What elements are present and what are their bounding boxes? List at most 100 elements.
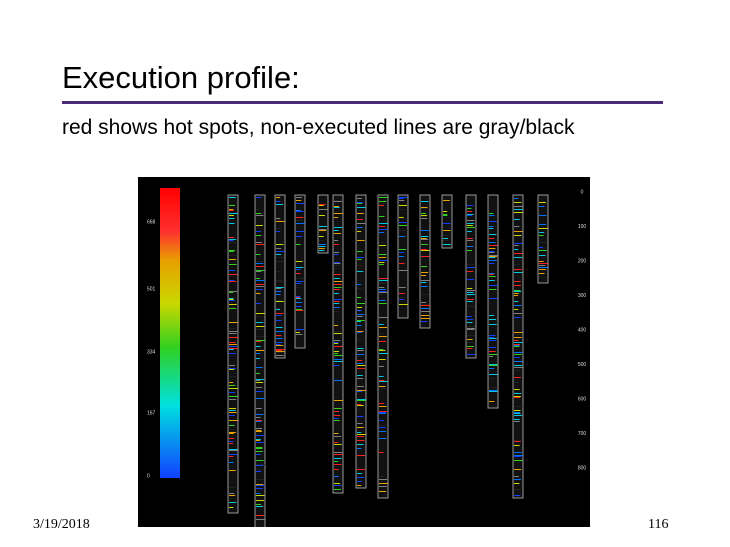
code-line (229, 281, 237, 282)
code-line (334, 281, 343, 282)
code-line (514, 249, 519, 250)
scale-label: 167 (147, 410, 156, 416)
code-line (399, 209, 405, 210)
code-line (334, 289, 340, 290)
code-line (256, 271, 262, 272)
code-line (467, 294, 475, 295)
code-line (379, 412, 387, 413)
execution-profile-image: 668 501 334 167 0 0 100 200 300 400 500 600 700 800 (138, 177, 590, 527)
file-column (419, 194, 431, 329)
code-line (489, 401, 495, 402)
code-line (256, 263, 264, 264)
code-line (229, 342, 236, 343)
code-line (357, 368, 365, 369)
code-line (357, 240, 365, 241)
file-column (465, 194, 477, 359)
code-line (276, 221, 285, 222)
code-line (399, 222, 407, 223)
code-line (467, 215, 472, 216)
code-line (379, 327, 388, 328)
code-line (489, 280, 495, 281)
code-line (276, 309, 281, 310)
code-line (514, 281, 521, 282)
code-line (379, 366, 384, 367)
code-line (334, 411, 339, 412)
code-line (276, 261, 285, 262)
code-line (357, 360, 363, 361)
code-line (276, 287, 284, 288)
code-line (357, 427, 364, 428)
code-line (276, 197, 281, 198)
slide-date: 3/19/2018 (33, 517, 90, 532)
code-line (514, 354, 522, 355)
code-line (357, 416, 364, 417)
code-line (229, 425, 235, 426)
code-line (379, 303, 387, 304)
code-line (256, 382, 264, 383)
code-line (334, 380, 343, 381)
code-line (334, 206, 339, 207)
code-line (489, 347, 497, 348)
code-line (399, 299, 404, 300)
code-line (421, 321, 428, 322)
code-line (399, 304, 408, 305)
code-line (276, 315, 282, 316)
scale-label: 0 (147, 473, 150, 479)
code-line (256, 440, 261, 441)
code-line (256, 358, 261, 359)
line-axis-label: 100 (578, 224, 587, 230)
code-line (357, 297, 362, 298)
code-line (489, 368, 495, 369)
code-line (379, 317, 388, 318)
code-line (399, 236, 406, 237)
code-line (357, 202, 364, 203)
code-line (421, 266, 428, 267)
code-line (276, 271, 282, 272)
code-line (357, 375, 363, 376)
code-line (489, 263, 495, 264)
code-line (379, 438, 387, 439)
code-line (421, 213, 427, 214)
code-line (334, 420, 340, 421)
code-line (229, 432, 237, 433)
code-line (256, 469, 264, 470)
code-line (514, 419, 520, 420)
file-column (294, 194, 306, 349)
code-line (229, 300, 236, 301)
code-line (467, 295, 472, 296)
code-line (514, 397, 521, 398)
code-line (256, 286, 264, 287)
code-line (421, 256, 430, 257)
code-line (467, 342, 475, 343)
code-line (256, 387, 263, 388)
code-line (379, 341, 386, 342)
file-column (537, 194, 549, 284)
code-line (334, 299, 342, 300)
code-line (296, 334, 303, 335)
code-line (379, 452, 384, 453)
code-line (276, 280, 283, 281)
code-line (229, 369, 235, 370)
code-line (256, 254, 261, 255)
code-line (489, 285, 498, 286)
code-line (357, 423, 363, 424)
code-line (319, 236, 324, 237)
code-line (539, 224, 547, 225)
code-line (421, 216, 427, 217)
code-line (319, 229, 327, 230)
code-line (421, 275, 427, 276)
code-line (467, 326, 476, 327)
code-line (229, 412, 237, 413)
code-line (421, 294, 430, 295)
code-line (514, 413, 521, 414)
code-line (256, 493, 261, 494)
code-line (421, 302, 427, 303)
code-line (514, 357, 520, 358)
file-column (254, 194, 266, 527)
code-line (357, 198, 362, 199)
code-line (256, 367, 263, 368)
code-line (421, 236, 429, 237)
code-line (229, 410, 236, 411)
code-line (489, 213, 494, 214)
code-line (256, 280, 265, 281)
